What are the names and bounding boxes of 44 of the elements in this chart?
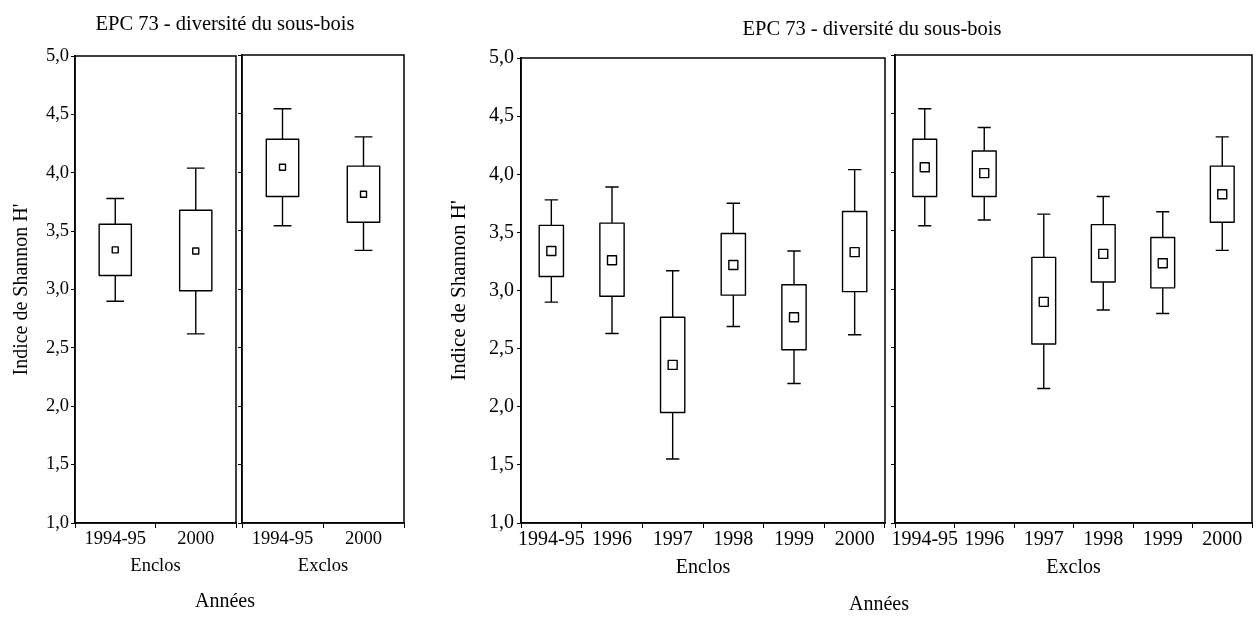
y-tick-label: 4,5 <box>45 103 69 124</box>
x-tick-label: 1999 <box>774 527 814 550</box>
x-tick-label: 1994-95 <box>518 527 585 550</box>
text: Années <box>195 588 255 612</box>
y-tick-label: 1,0 <box>45 511 69 532</box>
x-tick-label: 1994-95 <box>251 527 314 548</box>
x-tick-label: 1996 <box>964 527 1005 550</box>
x-tick-label: 1994-95 <box>84 527 147 548</box>
y-tick-label: 3,0 <box>489 277 514 300</box>
x-axis-title: Exclos <box>1046 555 1101 578</box>
chart-title: EPC 73 - diversité du sous-bois <box>742 17 1002 41</box>
chart-title: EPC 73 - diversité du sous-bois <box>95 12 355 36</box>
y-tick-label: 1,0 <box>489 510 514 533</box>
x-tick-label: 2000 <box>834 527 875 550</box>
y-tick-label: 3,5 <box>45 220 69 241</box>
y-axis-title: Indice de Shannon H' <box>9 203 32 376</box>
y-tick-label: 2,5 <box>489 335 514 358</box>
y-axis-title: Indice de Shannon H' <box>446 200 471 381</box>
x-tick-label: 1998 <box>713 527 754 550</box>
x-tick-label: 2000 <box>1202 527 1243 550</box>
y-tick-label: 2,0 <box>489 394 514 416</box>
x-axis-title: Enclos <box>675 555 731 578</box>
y-tick-label: 2,0 <box>45 395 69 416</box>
y-tick-label: 1,5 <box>45 453 69 474</box>
x-tick-label: 1999 <box>1142 527 1183 550</box>
y-tick-label: 3,5 <box>489 219 514 242</box>
text: Années <box>849 591 909 615</box>
y-tick-label: 2,5 <box>45 336 69 357</box>
y-tick-label: 5,0 <box>45 44 69 65</box>
x-tick-label: 2000 <box>177 527 215 548</box>
x-tick-label: 1996 <box>592 527 632 550</box>
x-tick-label: 1997 <box>652 527 693 550</box>
y-tick-label: 4,0 <box>489 161 514 184</box>
y-tick-label: 4,0 <box>45 161 69 182</box>
y-tick-label: 1,5 <box>489 452 514 475</box>
x-tick-label: 1994-95 <box>891 527 959 550</box>
x-tick-label: 1998 <box>1083 527 1124 550</box>
y-tick-label: 3,0 <box>45 278 69 299</box>
y-tick-label: 4,5 <box>489 103 514 126</box>
x-axis-title: Enclos <box>130 554 181 575</box>
y-tick-label: 5,0 <box>489 45 514 68</box>
x-tick-label: 1997 <box>1023 527 1064 550</box>
x-axis-title: Exclos <box>297 554 349 575</box>
x-tick-label: 2000 <box>345 527 382 548</box>
